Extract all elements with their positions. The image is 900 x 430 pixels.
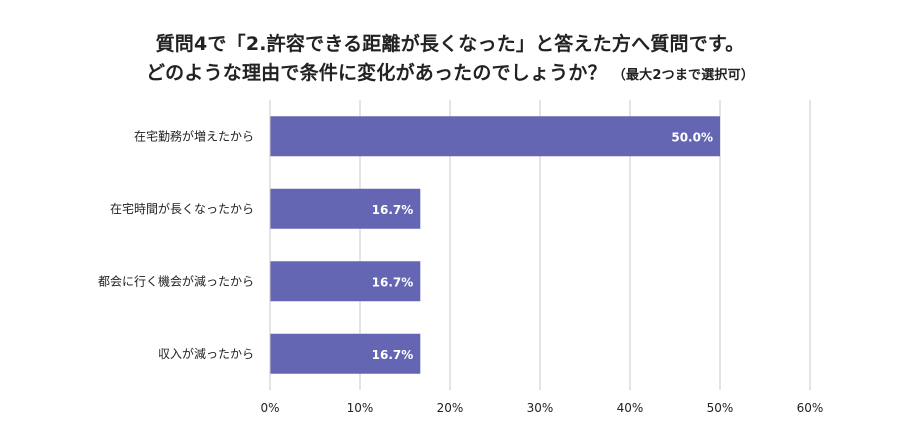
x-tick-label: 50% — [707, 401, 734, 415]
bar-data-label: 16.7% — [372, 275, 414, 289]
bar — [270, 333, 421, 374]
chart-title-line-2-text: どのような理由で条件に変化があったのでしょうか？ — [145, 62, 607, 84]
category-label: 収入が減ったから — [158, 346, 254, 361]
category-label: 都会に行く機会が減ったから — [98, 273, 254, 288]
bar — [270, 188, 421, 229]
category-label: 在宅時間が長くなったから — [110, 201, 254, 216]
category-labels: 在宅勤務が増えたから在宅時間が長くなったから都会に行く機会が減ったから収入が減っ… — [98, 128, 254, 361]
category-label: 在宅勤務が増えたから — [134, 128, 254, 143]
bar-data-label: 16.7% — [372, 203, 414, 217]
x-tick-label: 10% — [347, 401, 374, 415]
chart-title-line-1: 質問4で「2.許容できる距離が長くなった」と答えた方へ質問です。 — [155, 33, 745, 55]
bars: 50.0% 16.7% 16.7% 16.7% — [270, 116, 720, 374]
x-tick-label: 40% — [617, 401, 644, 415]
x-axis-tick-labels: 0% 10% 20% 30% 40% 50% 60% — [260, 401, 823, 415]
chart-title: 質問4で「2.許容できる距離が長くなった」と答えた方へ質問です。 どのような理由… — [0, 30, 900, 90]
x-tick-label: 60% — [797, 401, 824, 415]
chart-title-note: （最大2つまで選択可） — [612, 68, 755, 83]
x-tick-label: 20% — [437, 401, 464, 415]
x-tick-label: 30% — [527, 401, 554, 415]
bar — [270, 261, 421, 302]
bar — [270, 116, 720, 157]
chart-title-line-2: どのような理由で条件に変化があったのでしょうか？ （最大2つまで選択可） — [0, 59, 900, 90]
x-tick-label: 0% — [260, 401, 279, 415]
bar-data-label: 50.0% — [671, 130, 713, 144]
bar-data-label: 16.7% — [372, 348, 414, 362]
